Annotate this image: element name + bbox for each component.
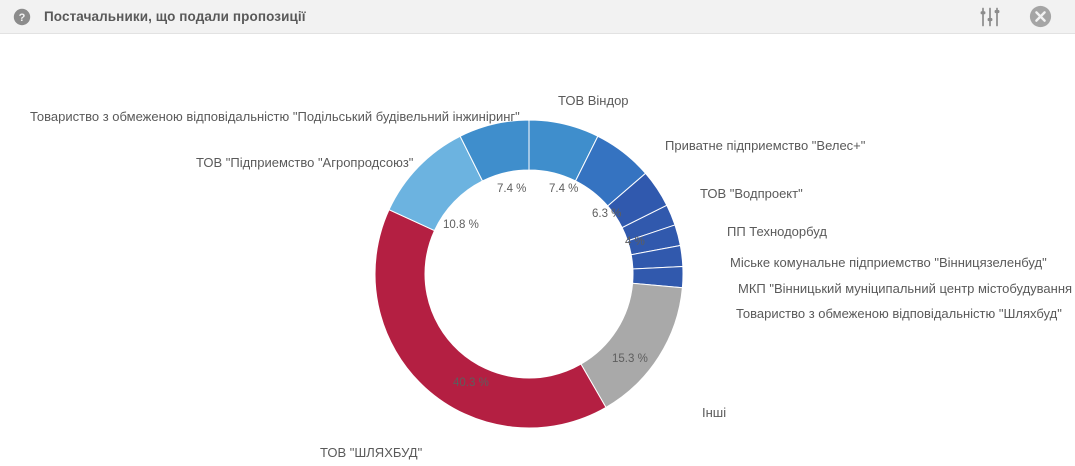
label-shlyahbud-tov: Товариство з обмеженою відповідальністю … <box>736 306 1062 321</box>
donut-svg <box>374 119 684 429</box>
label-agroprodsoyuz: ТОВ "Підприемство "Агропродсоюз" <box>196 155 414 170</box>
help-circle-icon[interactable]: ? <box>13 8 31 26</box>
donut-slice[interactable] <box>459 119 530 182</box>
label-mkp-centr: МКП "Вінницький муніципальний центр міст… <box>738 281 1075 296</box>
donut-chart: Товариство з обмеженою відповідальністю … <box>0 34 1075 466</box>
percent-velesplus: 6.3 % <box>592 208 622 220</box>
label-inshi: Інші <box>702 405 727 420</box>
close-circle-icon[interactable] <box>1027 4 1053 30</box>
label-tehnodorbud: ПП Технодорбуд <box>727 224 827 239</box>
percent-shlyahbud: 40.3 % <box>453 377 489 389</box>
percent-vodproekt: 4 % <box>625 236 645 248</box>
label-vodproekt: ТОВ "Водпроект" <box>700 186 803 201</box>
widget-header: ? Постачальники, що подали пропозиції <box>0 0 1075 34</box>
label-podilskyi: Товариство з обмеженою відповідальністю … <box>30 109 520 124</box>
percent-podilskyi: 7.4 % <box>497 183 527 195</box>
label-velesplus: Приватне підприемство "Велес+" <box>665 138 866 153</box>
donut-slice[interactable] <box>374 209 607 429</box>
label-shlyahbud-caps: ТОВ "ШЛЯХБУД" <box>320 445 423 460</box>
svg-text:?: ? <box>19 12 26 24</box>
donut-slices[interactable] <box>374 119 684 429</box>
percent-agroprodsoyuz: 10.8 % <box>443 219 479 231</box>
percent-inshi: 15.3 % <box>612 353 648 365</box>
widget-title: Постачальники, що подали пропозиції <box>44 9 306 24</box>
sliders-icon[interactable] <box>977 4 1003 30</box>
label-tov-vindor: ТОВ Віндор <box>558 93 629 108</box>
donut-slice[interactable] <box>580 282 683 409</box>
label-vinnitsyazelenbud: Міське комунальне підприемство "Вінницяз… <box>730 255 1047 270</box>
percent-vindor: 7.4 % <box>549 183 579 195</box>
